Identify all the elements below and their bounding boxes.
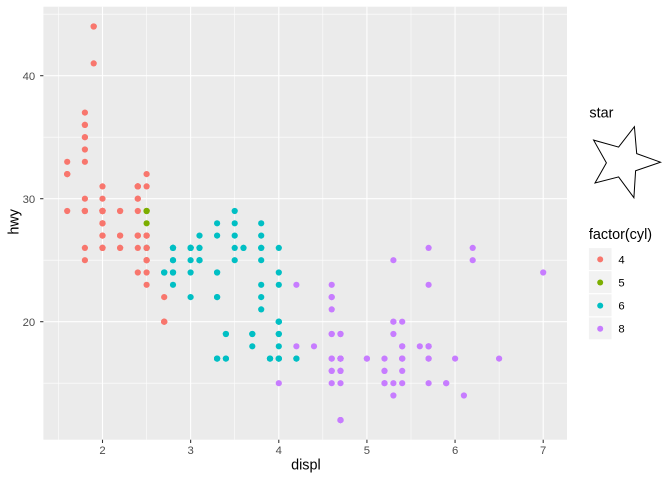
svg-text:star: star <box>589 106 613 122</box>
svg-text:8: 8 <box>618 324 624 336</box>
svg-text:3: 3 <box>187 445 193 457</box>
svg-text:5: 5 <box>618 278 624 290</box>
svg-text:40: 40 <box>23 71 36 83</box>
svg-text:20: 20 <box>23 317 36 329</box>
svg-text:2: 2 <box>99 445 105 457</box>
svg-text:6: 6 <box>452 445 458 457</box>
svg-text:hwy: hwy <box>6 208 22 234</box>
svg-text:5: 5 <box>364 445 370 457</box>
svg-text:factor(cyl): factor(cyl) <box>589 227 652 243</box>
svg-text:displ: displ <box>291 458 321 474</box>
svg-text:30: 30 <box>23 194 36 206</box>
svg-text:4: 4 <box>618 254 624 266</box>
svg-text:6: 6 <box>618 301 624 313</box>
svg-text:4: 4 <box>276 445 282 457</box>
svg-text:7: 7 <box>540 445 546 457</box>
